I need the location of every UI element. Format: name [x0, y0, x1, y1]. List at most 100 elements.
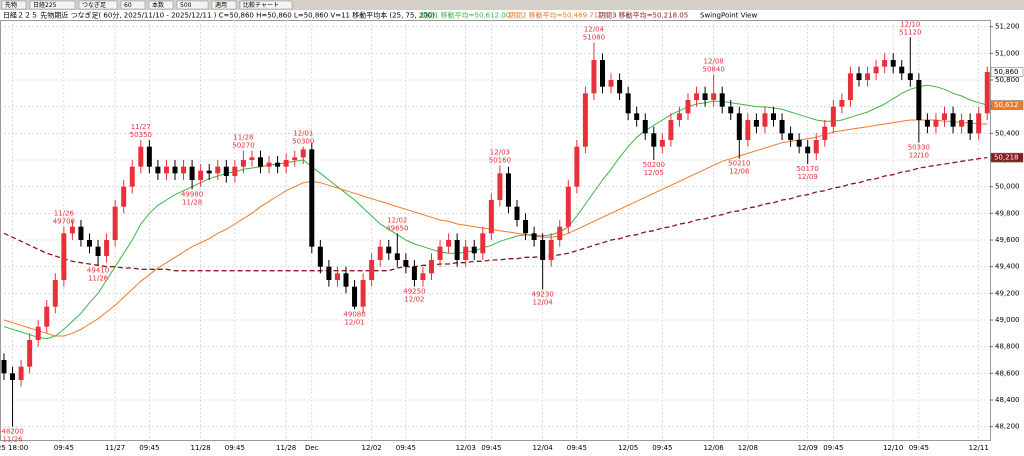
swing-value: 48200 — [1, 428, 23, 436]
candle-body — [300, 149, 306, 158]
swing-date: 12/10 — [900, 20, 920, 28]
candle-body — [728, 106, 734, 114]
candle-body — [813, 140, 819, 154]
candle-body — [924, 120, 930, 127]
toolbar-button[interactable] — [176, 0, 209, 10]
toolbar-button[interactable] — [211, 0, 237, 10]
candle-body — [292, 157, 298, 160]
swing-value: 50270 — [232, 142, 254, 150]
y-tick-label: 49,400 — [995, 263, 1020, 271]
swing-value: 50200 — [643, 161, 665, 169]
candle-body — [771, 113, 776, 120]
toolbar-button[interactable] — [120, 0, 146, 10]
price-tag — [990, 67, 1024, 77]
swing-date: 12/08 — [704, 58, 724, 66]
y-tick-label: 49,600 — [995, 236, 1020, 244]
candle-body — [916, 80, 922, 120]
candle-body — [600, 60, 605, 87]
candle-body — [651, 133, 657, 147]
candle-body — [309, 149, 315, 247]
x-tick-label: 11/28 — [191, 444, 211, 452]
candle-body — [582, 93, 588, 147]
candle-body — [240, 160, 246, 167]
candle-body — [608, 80, 614, 87]
y-tick-label: 49,800 — [995, 209, 1020, 217]
candle-body — [138, 146, 144, 167]
candle-body — [437, 246, 443, 260]
candle-body — [223, 166, 229, 176]
y-tick-label: 50,400 — [995, 129, 1020, 137]
swing-date: 11/26 — [54, 210, 75, 218]
candle-body — [429, 260, 434, 274]
toolbar-button[interactable] — [1, 0, 27, 10]
candle-body — [950, 113, 956, 127]
candle-body — [403, 260, 409, 267]
x-tick-label: 09:45 — [652, 444, 672, 452]
candle-body — [796, 140, 802, 147]
x-tick-label: 11/27 — [105, 444, 125, 452]
candle-body — [206, 170, 212, 174]
candle-body — [933, 120, 939, 127]
swing-date: 11/28 — [182, 198, 202, 206]
y-tick-label: 48,400 — [995, 396, 1020, 404]
candle-body — [198, 170, 204, 180]
candle-body — [694, 93, 700, 100]
candle-body — [172, 166, 178, 174]
candle-body — [471, 246, 477, 254]
candle-body — [719, 93, 725, 107]
toolbar-label: 先物 — [5, 1, 17, 9]
candle-body — [454, 240, 460, 260]
swing-value: 49700 — [53, 218, 75, 226]
candle-body — [548, 240, 554, 260]
y-tick-label: 51,200 — [995, 23, 1020, 31]
swing-value: 49080 — [343, 310, 365, 318]
candle-body — [44, 306, 50, 327]
candle-body — [899, 66, 905, 74]
x-tick-label: 11/28 — [276, 444, 296, 452]
candle-body — [334, 273, 340, 280]
candle-body — [394, 253, 400, 260]
legend-entry: 期間3 移動平均=50,218.05 — [598, 11, 688, 20]
candle-body — [488, 200, 494, 234]
x-tick-label: 09:45 — [481, 444, 501, 452]
candle-body — [258, 157, 263, 167]
candle-body — [805, 146, 811, 154]
toolbar-label: 比較チャート — [243, 1, 279, 9]
y-tick-label: 51,000 — [995, 49, 1020, 57]
swing-value: 50350 — [130, 131, 152, 139]
moving-average-line — [3, 156, 988, 272]
x-tick-label: 12/02 — [362, 444, 382, 452]
toolbar-button[interactable] — [239, 0, 293, 10]
toolbar-label: 適用 — [215, 1, 227, 9]
candle-body — [762, 113, 768, 127]
swing-date: 12/10 — [909, 152, 929, 160]
swing-value: 49650 — [386, 224, 408, 232]
price-tag-label: 50,860 — [994, 68, 1019, 76]
candle-body — [505, 173, 511, 207]
toolbar-button[interactable] — [78, 0, 118, 10]
x-tick-label: 12/04 — [533, 444, 554, 452]
candle-body — [27, 340, 33, 367]
candle-body — [326, 266, 332, 280]
candle-body — [275, 162, 281, 167]
candle-body — [642, 120, 648, 134]
candle-body — [283, 160, 289, 167]
toolbar-button[interactable] — [148, 0, 174, 10]
x-tick-label: 09:45 — [909, 444, 929, 452]
candle-body — [634, 113, 640, 120]
swing-date: 11/26 — [88, 274, 109, 282]
x-tick-label: 12/09 — [798, 444, 818, 452]
swing-date: 12/02 — [387, 216, 407, 224]
swing-value: 51080 — [583, 34, 605, 42]
candle-body — [420, 273, 426, 280]
candle-body — [181, 166, 187, 174]
x-tick-label: 12/06 — [704, 444, 725, 452]
toolbar-button[interactable] — [29, 0, 76, 10]
swing-date: 12/05 — [644, 169, 664, 177]
moving-average-line — [3, 84, 988, 340]
candle-body — [907, 73, 913, 80]
price-tag — [990, 100, 1024, 110]
candle-body — [565, 186, 571, 227]
candle-body — [129, 166, 135, 187]
